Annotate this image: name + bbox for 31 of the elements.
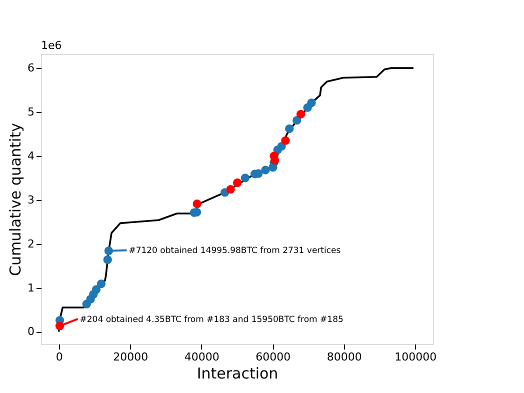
x-tick-label: 20000 xyxy=(113,350,148,364)
x-tick-label: 60000 xyxy=(256,350,291,364)
annotation: #204 obtained 4.35BTC from #183 and 15950BTC from #185 xyxy=(80,314,344,325)
y-tick-label: 2 xyxy=(28,237,34,250)
point xyxy=(296,110,306,119)
x-axis-title: Interaction xyxy=(196,364,278,382)
y-tick-label: 1 xyxy=(28,281,34,294)
annotation: #7120 obtained 14995.98BTC from 2731 vertices xyxy=(128,246,342,256)
x-tick-label: 0 xyxy=(56,350,63,364)
point xyxy=(96,279,106,288)
point xyxy=(261,166,270,174)
point xyxy=(233,178,242,188)
point xyxy=(285,124,294,134)
y-tick-label: 3 xyxy=(28,193,34,206)
x-tick-label: 100000 xyxy=(394,350,437,364)
point xyxy=(103,255,112,264)
point xyxy=(281,136,290,145)
point xyxy=(292,116,302,125)
text: 1e6 xyxy=(41,39,62,52)
y-tick-label: 6 xyxy=(28,62,34,75)
y-axis-title: Cumulative quantity xyxy=(6,122,24,276)
point xyxy=(192,200,202,208)
point xyxy=(226,185,235,194)
point xyxy=(92,285,101,294)
point xyxy=(307,98,316,108)
x-tick-label: 80000 xyxy=(326,350,362,364)
y-tick-label: 0 xyxy=(28,325,34,338)
point xyxy=(240,174,250,182)
y-tick-label: 4 xyxy=(28,149,34,162)
y-tick-label: 5 xyxy=(28,106,34,118)
x-tick-label: 40000 xyxy=(184,350,220,364)
